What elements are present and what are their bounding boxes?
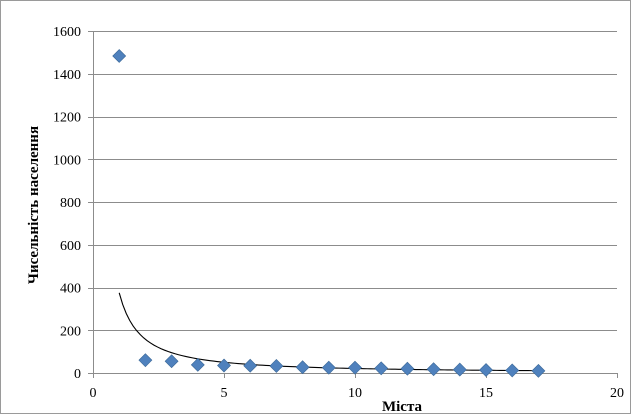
data-point [426,362,441,377]
y-tick-label: 200 [60,324,81,339]
data-point [479,363,493,377]
y-tick-label: 1600 [53,25,81,40]
data-point [348,360,362,375]
y-tick-label: 1000 [53,153,81,168]
x-tick-label: 0 [90,386,97,401]
y-tick-label: 0 [74,367,81,382]
x-tick-label: 5 [221,386,228,401]
x-axis-title: Міста [382,399,423,414]
data-point [452,362,467,377]
points-layer [112,49,546,378]
y-tick-label: 1400 [53,68,81,83]
y-tick-label: 400 [60,282,81,297]
gridlines [93,31,617,331]
data-point [243,358,258,373]
data-point [531,363,546,378]
y-axis-title: Чисельність населення [26,126,42,284]
data-point [138,353,153,368]
y-tick-label: 1200 [53,111,81,126]
data-point [400,361,415,376]
data-point [295,360,310,375]
data-point [321,360,336,375]
data-point [269,359,284,373]
data-point [217,358,231,373]
data-point [505,363,520,378]
data-point [374,361,389,376]
x-tick-label: 20 [610,386,624,401]
data-point [190,357,205,372]
x-tick-label: 10 [348,386,362,401]
x-tick-label: 15 [479,386,493,401]
y-tick-label: 800 [60,196,81,211]
tick-labels: 0 200 400 600 800 1000 1200 1400 1600 0 5 10 15 20 [53,25,624,401]
data-point [112,49,127,63]
data-point [164,354,179,369]
y-tick-label: 600 [60,239,81,254]
